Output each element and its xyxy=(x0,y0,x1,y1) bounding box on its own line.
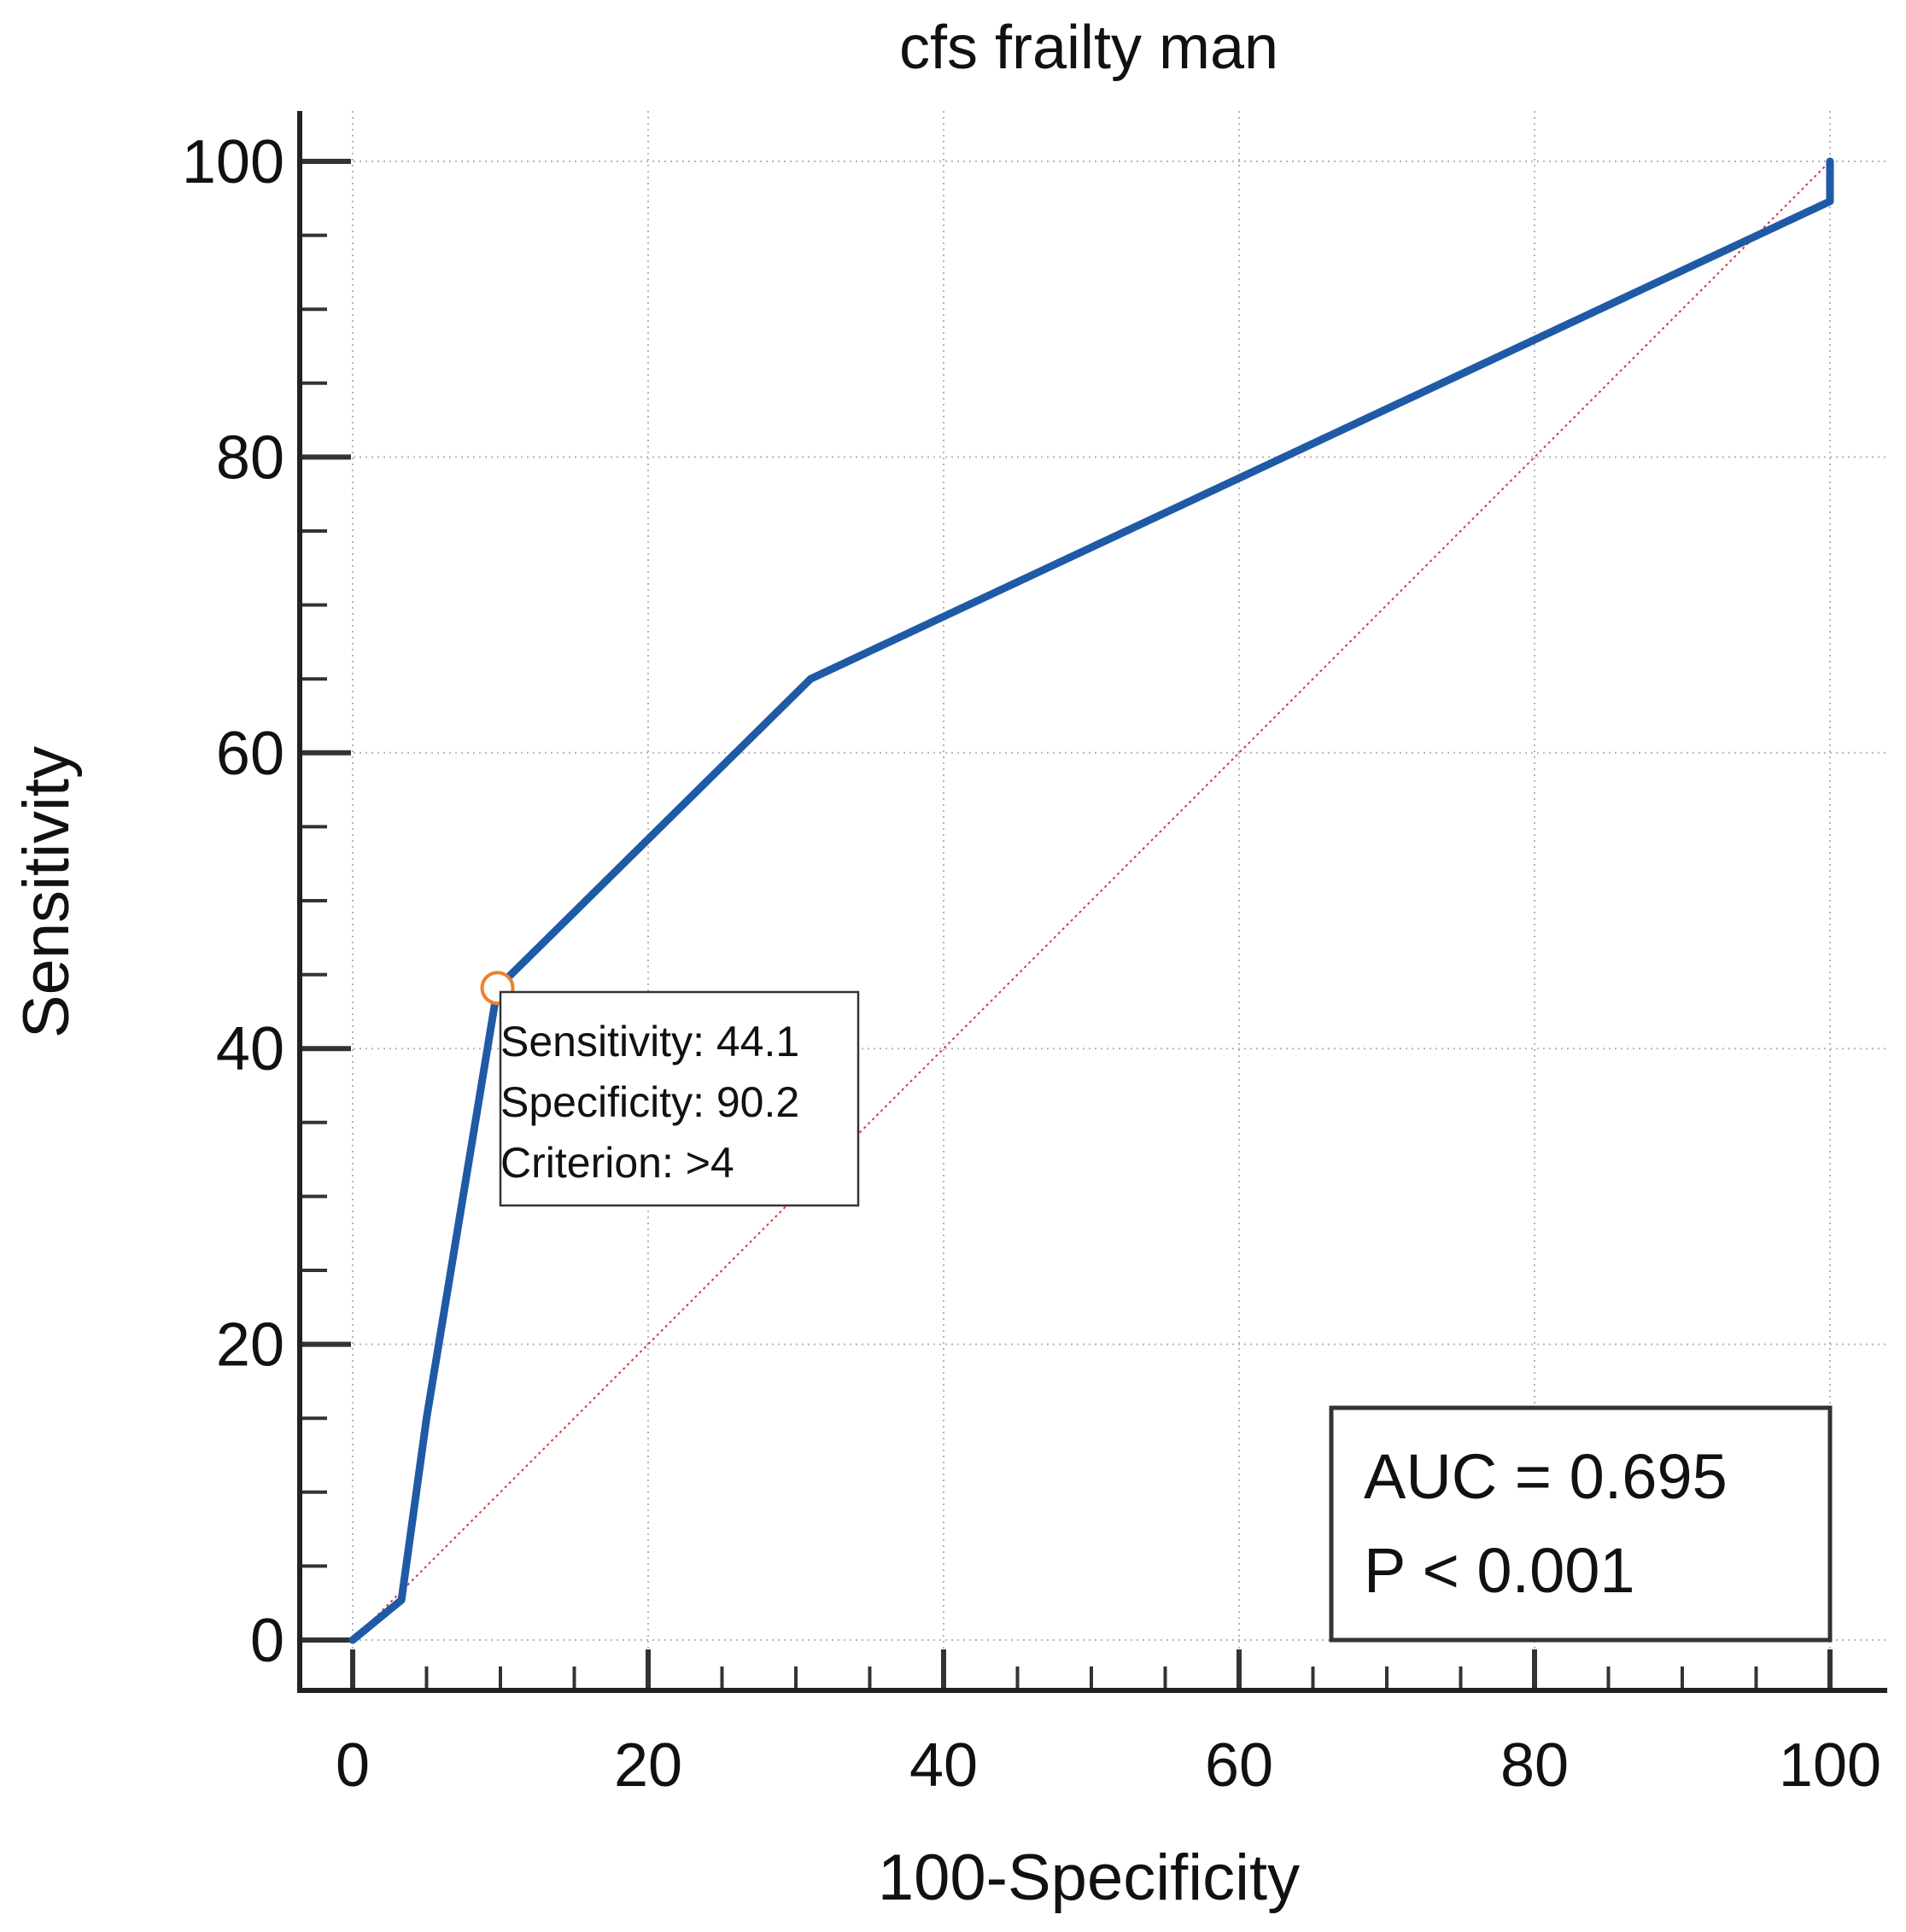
auc-annotation: AUC = 0.695 P < 0.001 xyxy=(1329,1405,1833,1643)
axis-ticks xyxy=(300,159,1833,1690)
x-tick-label: 80 xyxy=(1500,1731,1569,1800)
tooltip-sensitivity: Sensitivity: 44.1 xyxy=(500,1018,799,1065)
grid xyxy=(300,111,1887,1690)
x-tick-label: 40 xyxy=(909,1731,978,1800)
x-tick-label: 0 xyxy=(336,1731,370,1800)
tooltip-criterion: Criterion: >4 xyxy=(500,1139,734,1187)
p-value: P < 0.001 xyxy=(1364,1535,1635,1606)
chart-title: cfs frailty man xyxy=(899,14,1278,82)
auc-annotation-box xyxy=(1329,1405,1833,1643)
x-tick-labels: 0 20 40 60 80 100 xyxy=(336,1731,1881,1800)
criterion-tooltip: Sensitivity: 44.1 Specificity: 90.2 Crit… xyxy=(499,990,860,1207)
y-tick-label: 100 xyxy=(182,128,284,196)
x-tick-label: 100 xyxy=(1779,1731,1881,1800)
x-tick-label: 20 xyxy=(614,1731,682,1800)
x-axis-label: 100-Specificity xyxy=(878,1842,1300,1914)
y-tick-label: 40 xyxy=(216,1015,284,1083)
y-tick-label: 60 xyxy=(216,720,284,788)
y-tick-label: 80 xyxy=(216,423,284,492)
reference-line xyxy=(352,161,1831,1641)
y-tick-labels: 0 20 40 60 80 100 xyxy=(182,128,284,1675)
y-tick-label: 0 xyxy=(250,1607,284,1675)
x-tick-label: 60 xyxy=(1205,1731,1273,1800)
auc-value: AUC = 0.695 xyxy=(1364,1441,1728,1512)
y-axis-label: Sensitivity xyxy=(10,746,83,1038)
criterion-tooltip-box xyxy=(499,990,860,1207)
axes xyxy=(297,111,1887,1693)
y-tick-label: 20 xyxy=(216,1311,284,1380)
reference-diagonal xyxy=(352,161,1831,1641)
tooltip-specificity: Specificity: 90.2 xyxy=(500,1078,799,1126)
